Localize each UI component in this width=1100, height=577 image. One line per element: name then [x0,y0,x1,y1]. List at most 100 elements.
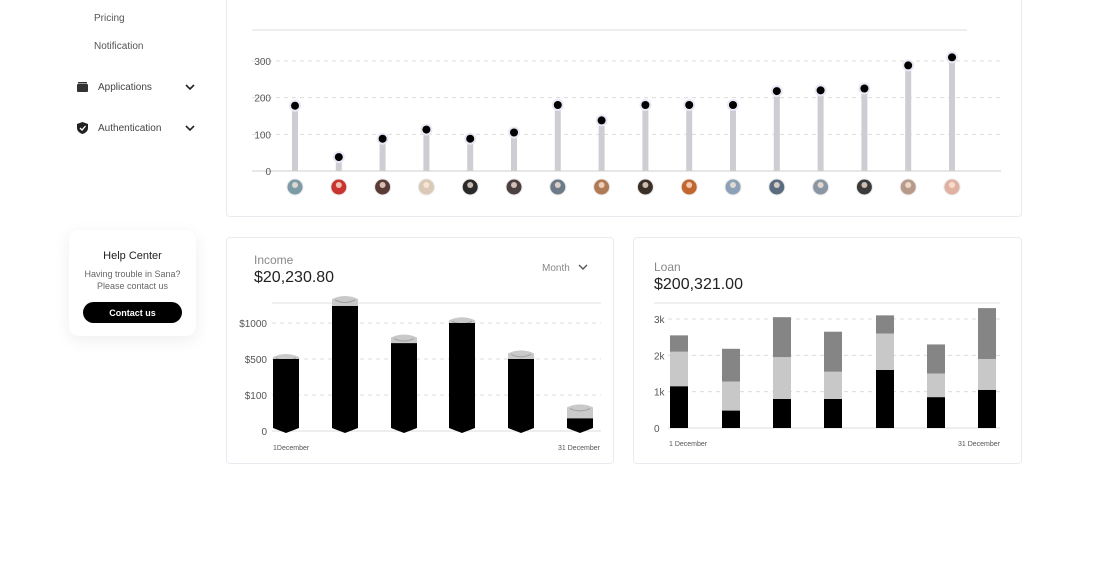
loan-bar-segment [773,317,791,358]
avatar-face [730,182,736,188]
income-bar [449,323,475,433]
lollipop-point [904,61,913,70]
avatar-face [861,182,868,188]
avatar-face [642,182,649,188]
income-bar [567,418,593,433]
help-center-line: Please contact us [96,281,169,291]
lollipop-stem [861,88,868,171]
loan-bar-segment [824,398,842,428]
loan-bar-segment [670,386,688,428]
lollipop-point [466,134,475,143]
month-select[interactable]: Month [542,263,588,274]
avatar-face [423,182,430,188]
sidebar-item-label: Applications [98,81,152,93]
lollipop-stem [686,105,693,171]
sidebar-item-applications[interactable]: Applications [76,77,196,97]
income-card: Income $20,230.80 Month 0 $100 $500 $1000 1D… [226,237,614,464]
loan-bar-segment [978,389,996,428]
avatar-face [379,182,386,188]
sidebar-item-notification[interactable]: Notification [94,41,144,52]
y-tick-label: $1000 [239,319,267,330]
income-bar-cap-edge [334,299,356,303]
avatar-face [598,182,605,188]
lollipop-stem [642,105,649,171]
loan-bar-segment [978,308,996,359]
loan-bar-segment [927,344,945,374]
avatar-face [335,182,342,188]
income-bar-cap [449,317,475,323]
shield-icon [76,122,88,134]
income-bar-cap-edge [510,353,532,358]
lollipop-point [378,134,387,143]
loan-bar-segment [876,333,894,370]
income-bar [273,359,299,433]
x-tick-label: 31 December [958,441,1001,448]
avatar-face [467,182,474,188]
lollipop-stem [292,105,298,171]
loan-bar-segment [722,348,740,382]
lollipop-stem [949,57,955,172]
lollipop-stem [598,120,605,171]
loan-bar-segment [978,358,996,390]
lollipop-stem [423,129,430,171]
lollipop-stem [730,105,736,171]
lollipop-point [685,101,694,109]
avatar-face [773,182,780,188]
lollipop-stem [511,132,517,171]
lollipop-point [553,101,562,109]
y-tick-label: 100 [254,130,271,141]
sidebar-item-authentication[interactable]: Authentication [76,118,196,138]
loan-bar-segment [824,331,842,372]
lollipop-point [729,101,737,109]
x-tick-label: 1 December [669,441,708,448]
avatar-face [817,182,824,188]
y-tick-label: $500 [245,355,268,366]
income-bar-cap [332,296,358,306]
month-select-label: Month [542,263,570,274]
loan-bar-segment [876,369,894,428]
income-bar [508,359,534,433]
income-bar [332,306,358,433]
y-tick-label: $100 [245,391,268,402]
lollipop-point [772,87,781,96]
loan-bar-segment [670,335,688,352]
lollipop-chart: 0 100 200 300 [252,29,1001,196]
avatar-face [554,182,561,188]
chevron-down-icon[interactable] [184,81,196,93]
help-center-card: Help Center Having trouble in Sana? Plea… [69,230,196,336]
lollipop-point [334,153,343,162]
y-tick-label: 0 [261,427,267,438]
loan-card: Loan $200,321.00 0 1k 2k 3k 1 December 31 Dec… [633,237,1022,464]
help-center-text: Having trouble in Sana? Please contact u… [69,268,196,292]
loan-bar-segment [722,410,740,428]
income-value: $20,230.80 [254,269,335,286]
avatar-face [292,182,298,188]
income-label: Income [254,253,294,267]
y-tick-label: 0 [265,167,271,178]
income-bar-cap-edge [569,407,591,412]
chevron-down-icon[interactable] [184,122,196,134]
income-chart: 0 $100 $500 $1000 1December 31 December [239,296,601,452]
loan-value: $200,321.00 [654,276,743,293]
help-center-title: Help Center [103,250,162,262]
loan-bar-segment [876,315,894,334]
lollipop-point [422,125,431,134]
y-tick-label: 0 [654,424,660,435]
sidebar-item-label: Authentication [98,122,162,134]
lollipop-point [291,101,299,110]
lollipop-stem [379,138,386,171]
lollipop-point [860,84,869,93]
loan-bar-segment [824,371,842,399]
help-center-line: Having trouble in Sana? [84,269,181,279]
lollipop-point [597,116,606,125]
contact-us-button[interactable]: Contact us [83,302,182,323]
lollipop-stem [554,105,561,171]
sidebar-item-pricing[interactable]: Pricing [94,13,125,24]
loan-chart: 0 1k 2k 3k 1 December 31 December [654,302,1001,448]
top-chart-card: 0 100 200 300 [226,0,1022,217]
income-bar-cap [391,334,417,344]
loan-bar-segment [773,398,791,428]
loan-bar-segment [670,351,688,387]
lollipop-point [641,101,650,109]
y-tick-label: 1k [654,388,666,399]
